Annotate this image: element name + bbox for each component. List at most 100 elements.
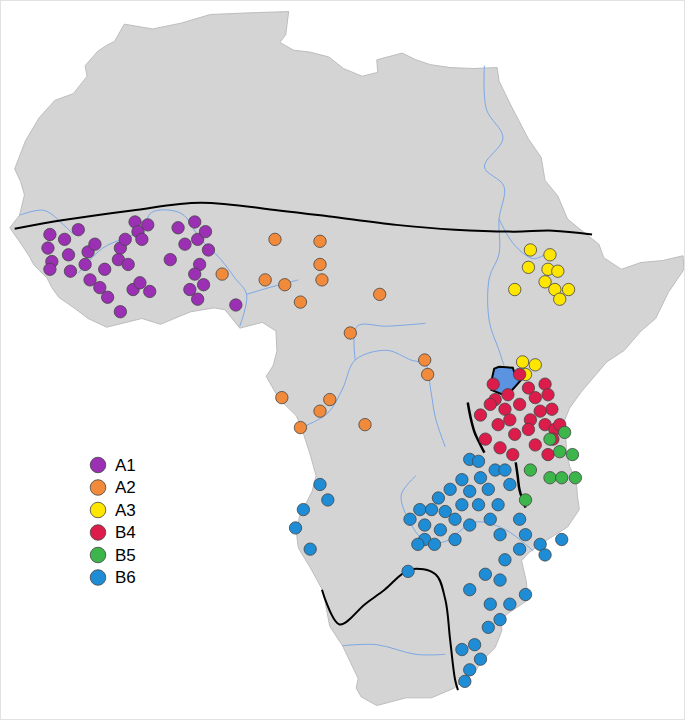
- point: [554, 446, 566, 458]
- point: [374, 288, 386, 300]
- series-5: [289, 453, 568, 687]
- point: [456, 643, 468, 655]
- point: [494, 613, 506, 625]
- legend-label: B6: [115, 568, 136, 587]
- point: [322, 494, 334, 506]
- point: [499, 464, 511, 476]
- point: [449, 533, 461, 545]
- point: [314, 405, 326, 417]
- point: [464, 519, 476, 531]
- point: [513, 368, 525, 380]
- series-0: [42, 216, 242, 318]
- point: [359, 418, 371, 430]
- point: [316, 274, 328, 286]
- point: [199, 225, 211, 237]
- point: [419, 354, 431, 366]
- point: [79, 258, 91, 270]
- point: [509, 428, 521, 440]
- point: [479, 433, 491, 445]
- point: [404, 513, 416, 525]
- point: [492, 418, 504, 430]
- point: [513, 543, 525, 555]
- point: [122, 258, 134, 270]
- point: [484, 598, 496, 610]
- river: [343, 644, 446, 655]
- point: [184, 283, 196, 295]
- point: [519, 529, 531, 541]
- point: [294, 421, 306, 433]
- point: [562, 283, 574, 295]
- point: [472, 455, 484, 467]
- series-4: [519, 426, 581, 506]
- point: [472, 499, 484, 511]
- point: [474, 409, 486, 421]
- river: [301, 350, 445, 447]
- point: [230, 299, 242, 311]
- point: [434, 524, 446, 536]
- range-boundary: [322, 569, 458, 690]
- point: [259, 274, 271, 286]
- legend-label: A3: [115, 501, 136, 520]
- point: [216, 268, 228, 280]
- point: [89, 238, 101, 250]
- point: [524, 244, 536, 256]
- point: [513, 398, 525, 410]
- point: [189, 268, 201, 280]
- river: [354, 323, 426, 360]
- point: [142, 219, 154, 231]
- point: [402, 565, 414, 577]
- point: [502, 389, 514, 401]
- point: [44, 228, 56, 240]
- point: [534, 405, 546, 417]
- point: [522, 261, 534, 273]
- point: [324, 393, 336, 405]
- point: [544, 433, 556, 445]
- point: [504, 478, 516, 490]
- point: [289, 522, 301, 534]
- point: [459, 675, 471, 687]
- river: [401, 476, 533, 551]
- point: [484, 513, 496, 525]
- legend: A1A2A3B4B5B6: [90, 456, 136, 588]
- point: [314, 235, 326, 247]
- point: [276, 391, 288, 403]
- point: [314, 478, 326, 490]
- point: [519, 588, 531, 600]
- point: [101, 291, 113, 303]
- legend-swatch: [90, 547, 106, 563]
- point: [58, 233, 70, 245]
- point: [484, 398, 496, 410]
- point: [425, 503, 437, 515]
- legend-swatch: [90, 502, 106, 518]
- point: [468, 639, 480, 651]
- point: [421, 368, 433, 380]
- point: [522, 423, 534, 435]
- point: [269, 233, 281, 245]
- point: [516, 356, 528, 368]
- legend-label: B5: [115, 546, 136, 565]
- point: [482, 483, 494, 495]
- river: [499, 219, 546, 259]
- rivers: [20, 66, 546, 655]
- point: [62, 249, 74, 261]
- plot-frame: [1, 1, 685, 720]
- point: [64, 265, 76, 277]
- point: [144, 285, 156, 297]
- point: [554, 293, 566, 305]
- points: [42, 216, 582, 688]
- point: [542, 389, 554, 401]
- point: [99, 263, 111, 275]
- legend-swatch: [90, 457, 106, 473]
- legend-swatch: [90, 480, 106, 496]
- legend-swatch: [90, 525, 106, 541]
- point: [479, 568, 491, 580]
- river: [484, 66, 505, 366]
- point: [542, 448, 554, 460]
- point: [297, 503, 309, 515]
- legend-label: A2: [115, 478, 136, 497]
- point: [499, 554, 511, 566]
- series-2: [509, 244, 575, 381]
- point: [509, 283, 521, 295]
- point: [507, 448, 519, 460]
- point: [304, 543, 316, 555]
